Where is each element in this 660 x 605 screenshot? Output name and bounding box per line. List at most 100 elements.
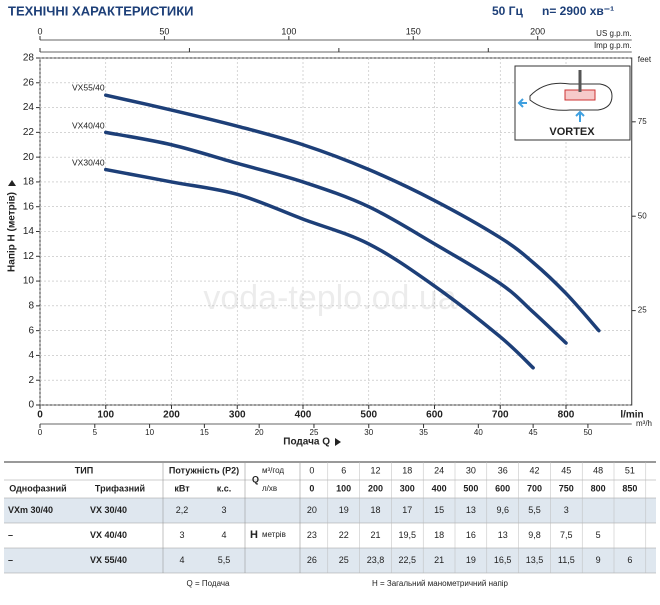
table-subheader: Однофазний <box>9 483 66 493</box>
model-three: VX 55/40 <box>90 555 127 565</box>
table-subheader: к.с. <box>217 483 232 493</box>
head-value: 19,5 <box>399 530 417 540</box>
footer-q: Q = Подача <box>187 579 230 588</box>
bottom-tick-label: 20 <box>255 428 264 437</box>
y-tick-label: 8 <box>28 300 34 311</box>
model-three: VX 30/40 <box>90 505 127 515</box>
head-value: 16 <box>466 530 476 540</box>
head-value: 19 <box>339 505 349 515</box>
bottom-tick-label: 40 <box>474 428 483 437</box>
head-value: 11,5 <box>558 555 575 565</box>
head-value: 18 <box>370 505 380 515</box>
q-m3h: 36 <box>498 465 508 475</box>
q-m3h: 48 <box>593 465 603 475</box>
head-value: 20 <box>307 505 317 515</box>
right-tick-label: 50 <box>638 211 647 220</box>
bottom-tick-label: 10 <box>145 428 154 437</box>
q-m3h: 6 <box>341 465 346 475</box>
top-axis-unit: Imp g.p.m. <box>594 41 632 50</box>
q-unit: м³/год <box>262 466 284 475</box>
head-value: 21 <box>370 530 380 540</box>
head-value: 6 <box>627 555 632 565</box>
head-value: 16,5 <box>494 555 512 565</box>
right-tick-label: 75 <box>638 117 647 126</box>
inset-label: VORTEX <box>549 126 595 138</box>
x-tick-label: 100 <box>97 410 114 421</box>
model-single: – <box>8 530 13 540</box>
bottom-tick-label: 30 <box>364 428 373 437</box>
q-lmin: 200 <box>368 483 383 493</box>
y-axis-title: Напір H (метрів) <box>7 192 18 272</box>
x-tick-label: 400 <box>295 410 312 421</box>
bottom-tick-label: 25 <box>310 428 319 437</box>
q-lmin: 600 <box>495 483 510 493</box>
head-value: 13,5 <box>526 555 544 565</box>
power-hp: 5,5 <box>218 555 231 565</box>
y-tick-label: 6 <box>28 325 34 336</box>
footer-h: H = Загальний манометричний напір <box>372 579 509 588</box>
y-tick-label: 4 <box>28 350 34 361</box>
q-lmin: 500 <box>463 483 478 493</box>
table-subheader: Трифазний <box>95 483 145 493</box>
head-value: 21 <box>434 555 444 565</box>
row-band <box>4 498 656 523</box>
power-hp: 4 <box>221 530 226 540</box>
q-m3h: 30 <box>466 465 476 475</box>
flow-arrow <box>575 110 585 122</box>
x-tick-label: 200 <box>163 410 180 421</box>
h-label: H <box>250 529 258 541</box>
y-tick-label: 18 <box>23 177 35 188</box>
model-three: VX 40/40 <box>90 530 127 540</box>
head-value: 25 <box>339 555 349 565</box>
x-tick-label: 700 <box>492 410 509 421</box>
curve <box>104 130 568 345</box>
frequency: 50 Гц <box>492 4 523 18</box>
bottom-tick-label: 5 <box>93 428 98 437</box>
watermark: voda-teplo.od.ua <box>203 279 456 317</box>
q-m3h: 0 <box>309 465 314 475</box>
x-tick-label: 300 <box>229 410 246 421</box>
head-value: 22,5 <box>399 555 417 565</box>
q-label: Q <box>252 474 259 484</box>
y-tick-label: 16 <box>23 201 35 212</box>
table-subheader: кВт <box>174 483 190 493</box>
arrow <box>335 438 341 446</box>
y-tick-label: 20 <box>23 152 35 163</box>
bottom-tick-label: 15 <box>200 428 209 437</box>
head-value: 5 <box>596 530 601 540</box>
y-tick-label: 26 <box>23 77 35 88</box>
speed: n= 2900 хв⁻¹ <box>542 4 614 18</box>
power-kw: 3 <box>179 530 184 540</box>
y-tick-label: 14 <box>23 226 35 237</box>
q-m3h: 24 <box>434 465 444 475</box>
q-m3h: 45 <box>561 465 571 475</box>
top-tick-label: 100 <box>281 26 296 36</box>
row-band <box>4 548 656 573</box>
table-header: Потужність (P2) <box>169 465 239 475</box>
head-value: 23 <box>307 530 317 540</box>
x-axis-title: Подача Q <box>283 437 330 448</box>
q-lmin: 100 <box>336 483 351 493</box>
q-m3h: 51 <box>625 465 635 475</box>
q-m3h: 18 <box>402 465 412 475</box>
x-tick-label: 500 <box>360 410 377 421</box>
head-value: 5,5 <box>528 505 541 515</box>
curve-label: VX55/40 <box>72 82 105 92</box>
head-value: 13 <box>498 530 508 540</box>
top-axis-unit: US g.p.m. <box>596 29 632 38</box>
x-tick-label: 800 <box>558 410 575 421</box>
q-unit: л/хв <box>262 484 277 493</box>
q-lmin: 800 <box>591 483 606 493</box>
y-tick-label: 12 <box>23 251 35 262</box>
head-value: 19 <box>466 555 476 565</box>
y-tick-label: 2 <box>28 375 34 386</box>
power-hp: 3 <box>221 505 226 515</box>
x-tick-label: 0 <box>37 410 43 421</box>
head-value: 26 <box>307 555 317 565</box>
bottom-tick-label: 50 <box>583 428 592 437</box>
y-tick-label: 28 <box>23 53 35 64</box>
x-unit: l/min <box>620 410 643 421</box>
head-value: 18 <box>434 530 444 540</box>
top-tick-label: 200 <box>530 26 545 36</box>
bottom-axis-unit: m³/h <box>636 419 652 428</box>
